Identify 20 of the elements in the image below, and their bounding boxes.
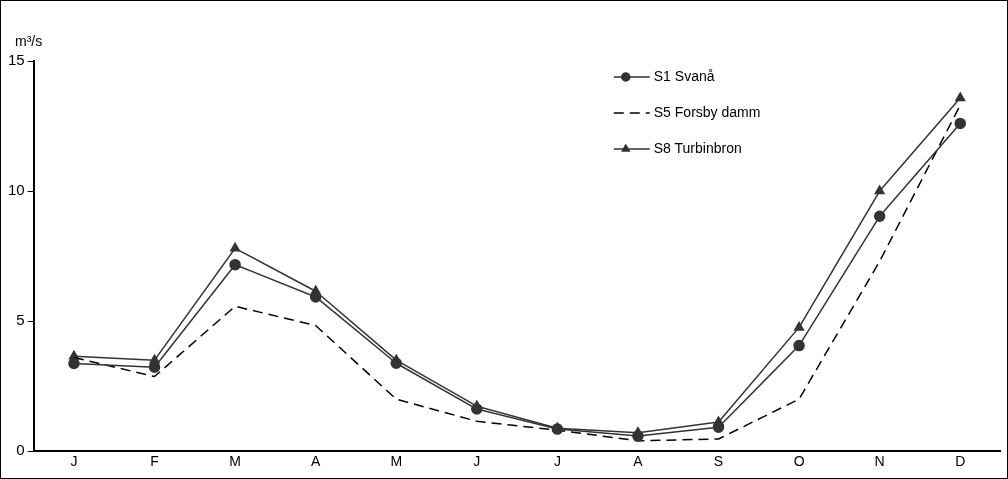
- y-axis-title: m³/s: [15, 32, 43, 49]
- x-tick-label: N: [874, 453, 885, 470]
- x-tick-label: S: [713, 453, 724, 470]
- x-tick-label: A: [633, 453, 644, 470]
- y-tick-label: 10: [8, 181, 25, 199]
- x-tick-label: J: [553, 453, 561, 470]
- y-tick-label: 0: [16, 441, 25, 459]
- x-tick-label: F: [150, 453, 159, 470]
- x-tick-label: M: [229, 453, 241, 470]
- x-tick-label: O: [793, 453, 805, 470]
- legend-label: S8 Turbinbron: [653, 139, 742, 156]
- legend-label: S5 Forsby damm: [653, 103, 761, 120]
- x-tick-label: A: [311, 453, 321, 470]
- x-tick-label: M: [390, 453, 403, 470]
- y-tick-label: 5: [16, 311, 25, 329]
- x-tick-label: D: [955, 453, 966, 470]
- x-tick-label: J: [473, 453, 481, 470]
- y-tick-label: 15: [8, 51, 25, 69]
- x-tick-label: J: [70, 453, 78, 470]
- legend-label: S1 Svanå: [653, 67, 715, 84]
